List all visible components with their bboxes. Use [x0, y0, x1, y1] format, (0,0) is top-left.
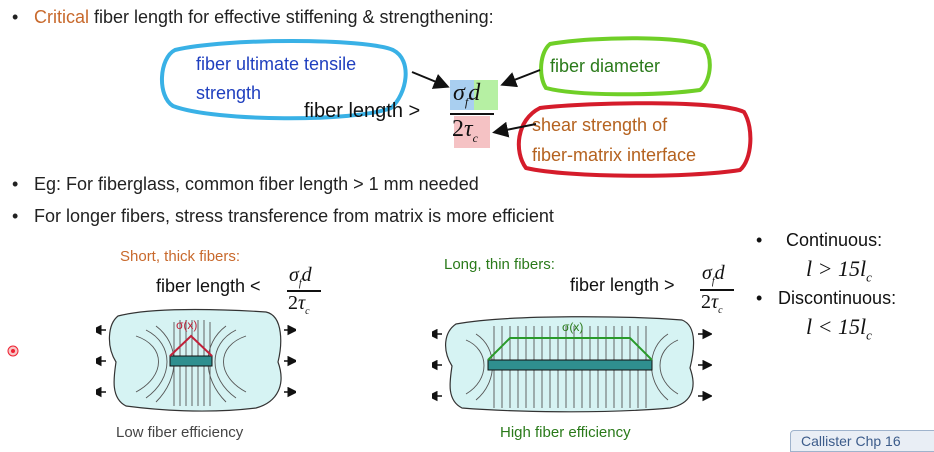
diameter-highlight	[474, 80, 498, 110]
discontinuous-expression: l < 15lc	[806, 314, 872, 343]
long-fiber-diagram	[432, 316, 712, 413]
short-formula-denominator: 2τc	[288, 292, 310, 317]
long-formula-numerator: σfd	[702, 262, 725, 287]
shear-strength-outline	[516, 101, 753, 178]
pointer-dot-icon	[7, 345, 19, 357]
bullet-text: For longer fibers, stress transference f…	[34, 206, 554, 226]
tau-subscript: c	[472, 130, 478, 145]
annotation-arrows	[411, 69, 541, 138]
formula-numerator: σfd	[453, 80, 480, 110]
sigma-subscript: f	[464, 94, 469, 109]
formula-denominator: 2τc	[452, 116, 478, 146]
two-symbol: 2	[452, 116, 464, 142]
bullet-dot: •	[756, 288, 763, 308]
bullet-dot: •	[756, 230, 763, 250]
continuous-expression: l > 15lc	[806, 256, 872, 285]
bullet-longer-fibers: • For longer fibers, stress transference …	[12, 206, 554, 227]
long-caption: High fiber efficiency	[500, 424, 631, 441]
d-symbol: d	[468, 80, 481, 106]
short-caption: Low fiber efficiency	[116, 424, 244, 441]
bullet-text: fiber length for effective stiffening & …	[89, 7, 494, 27]
shear-strength-annotation: shear strength of fiber-matrix interface	[532, 110, 696, 170]
continuous-sub: c	[866, 269, 872, 285]
continuous-bullet: • Continuous:	[756, 230, 882, 251]
shear-line-1: shear strength of	[532, 115, 668, 135]
fiber-diameter-annotation: fiber diameter	[550, 56, 661, 76]
short-fibers-title: Short, thick fibers:	[120, 248, 241, 265]
discontinuous-expr: l < 15l	[806, 314, 867, 339]
short-formula-numerator: σfd	[289, 264, 312, 289]
long-stress-label: σ(x)	[562, 320, 584, 334]
long-fibers-lhs: fiber length >	[570, 275, 675, 295]
critical-length-formula-lhs: fiber length >	[304, 100, 421, 122]
bullet-fiberglass: • Eg: For fiberglass, common fiber length…	[12, 174, 479, 195]
shear-line-2: fiber-matrix interface	[532, 145, 697, 165]
tau-highlight	[454, 116, 490, 148]
continuous-label: Continuous:	[786, 230, 883, 250]
reference-tab[interactable]: Callister Chp 16	[790, 430, 934, 452]
long-formula-denominator: 2τc	[701, 291, 723, 316]
tau-symbol: τ	[464, 116, 473, 142]
short-fraction-bar	[287, 290, 321, 292]
bullet-dot: •	[12, 7, 19, 27]
long-fraction-bar	[700, 289, 734, 291]
bullet-text: Eg: For fiberglass, common fiber length …	[34, 174, 479, 194]
short-fiber-diagram	[96, 308, 296, 412]
bullet-dot: •	[12, 206, 19, 226]
bullet-dot: •	[12, 174, 19, 194]
discontinuous-label: Discontinuous:	[778, 288, 897, 308]
fraction-bar	[450, 113, 494, 115]
continuous-expr: l > 15l	[806, 256, 867, 281]
fiber-diameter-outline	[539, 36, 712, 97]
tensile-strength-outline	[159, 39, 408, 121]
long-fibers-title: Long, thin fibers:	[444, 256, 555, 273]
bullet-critical-length: • Critical fiber length for effective sti…	[12, 7, 494, 28]
tensile-line-2: strength	[196, 83, 262, 103]
short-stress-label: σ(x)	[176, 318, 198, 332]
critical-highlight: Critical	[34, 7, 90, 27]
short-fibers-lhs: fiber length <	[156, 276, 261, 296]
tensile-line-1: fiber ultimate tensile	[196, 54, 357, 74]
sigma-symbol: σ	[453, 80, 465, 106]
discontinuous-sub: c	[866, 327, 872, 343]
discontinuous-bullet: • Discontinuous:	[756, 288, 896, 309]
tensile-strength-annotation: fiber ultimate tensile strength	[196, 50, 356, 108]
